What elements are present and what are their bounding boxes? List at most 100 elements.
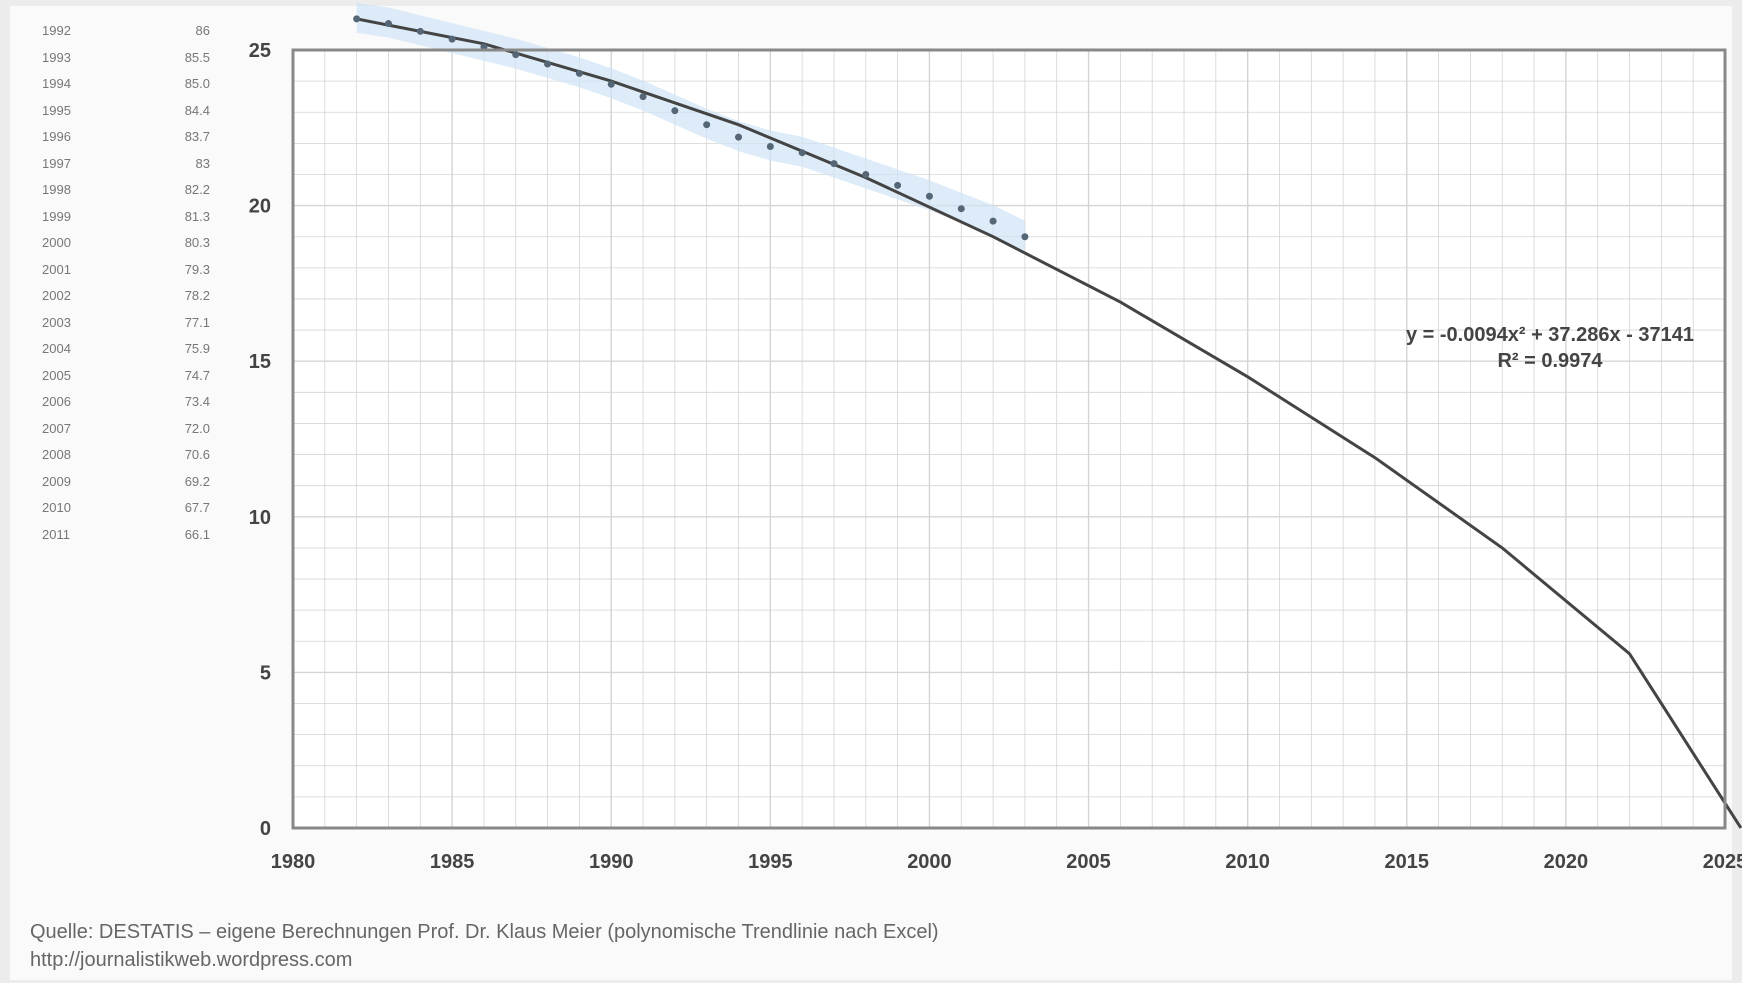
- table-value: 86: [195, 23, 210, 38]
- table-value: 75.9: [184, 341, 210, 356]
- data-point: [894, 181, 902, 189]
- data-point: [607, 80, 615, 88]
- table-value: 85.0: [184, 76, 210, 91]
- plot-frame: [291, 48, 1727, 830]
- table-year: 2010: [42, 500, 71, 515]
- table-value: 84.4: [184, 102, 210, 118]
- table-row: 1993 85.5: [30, 45, 210, 72]
- table-value: 72.0: [184, 420, 210, 436]
- equation-line-1: y = -0.0094x² + 37.286x - 37141: [1405, 324, 1694, 346]
- table-year: 1992: [42, 23, 71, 38]
- table-year: 2003: [42, 314, 71, 330]
- x-tick-label: 1990: [589, 851, 634, 873]
- table-year: 2011: [42, 526, 70, 542]
- data-point: [384, 20, 392, 28]
- table-row: 1995 84.4: [30, 98, 210, 125]
- data-point: [544, 60, 552, 68]
- table-row: 1997 83: [30, 151, 210, 178]
- table-row: 2008 70.6: [30, 442, 210, 469]
- x-tick-label: 2010: [1225, 851, 1270, 873]
- table-row: 2001 79.3: [30, 257, 210, 284]
- table-year: 2006: [42, 394, 71, 409]
- table-row: 2002 78.2: [30, 283, 210, 310]
- table-year: 1996: [42, 129, 71, 144]
- data-point: [416, 27, 424, 35]
- source-note: Quelle: DESTATIS – eigene Berechnungen P…: [30, 918, 939, 974]
- x-tick-label: 2025: [1703, 851, 1742, 873]
- table-row: 2007 72.0: [30, 416, 210, 443]
- y-tick-label: 0: [260, 818, 271, 840]
- table-year: 1999: [42, 208, 71, 224]
- x-tick-label: 1980: [271, 851, 316, 873]
- y-tick-label: 5: [260, 662, 271, 684]
- table-value: 74.7: [184, 367, 210, 383]
- table-year: 1997: [42, 155, 71, 171]
- data-point: [830, 160, 838, 168]
- plot-area: [293, 50, 1725, 828]
- table-year: 1995: [42, 102, 71, 118]
- data-point: [575, 69, 583, 77]
- y-tick-label: 20: [249, 196, 271, 218]
- y-tick-label: 15: [249, 351, 271, 373]
- table-row: 2011 66.1: [30, 522, 210, 549]
- x-tick-label: 2015: [1385, 851, 1430, 873]
- source-line-1: Quelle: DESTATIS – eigene Berechnungen P…: [30, 921, 939, 943]
- table-year: 2007: [42, 420, 71, 436]
- data-point: [957, 205, 965, 213]
- table-row: 2005 74.7: [30, 363, 210, 390]
- table-row: 1998 82.2: [30, 177, 210, 204]
- data-point: [703, 121, 711, 129]
- table-year: 2005: [42, 367, 71, 383]
- trendline-equation: y = -0.0094x² + 37.286x - 37141 R² = 0.9…: [1385, 322, 1715, 374]
- table-value: 85.5: [184, 49, 210, 65]
- x-tick-label: 1985: [430, 851, 475, 873]
- table-value: 79.3: [184, 261, 210, 277]
- data-point: [735, 133, 743, 141]
- table-row: 1994 85.0: [30, 71, 210, 98]
- table-value: 81.3: [184, 208, 210, 224]
- table-year: 1998: [42, 182, 71, 197]
- table-year: 2001: [42, 261, 71, 277]
- data-point: [925, 192, 933, 200]
- data-point: [862, 170, 870, 178]
- source-link[interactable]: http://journalistikweb.wordpress.com: [30, 949, 353, 971]
- y-tick-label: 10: [249, 507, 271, 529]
- data-point: [512, 51, 520, 59]
- data-table: 1992 86 1993 85.5 1994 85.0 1995 84.4 1996 83.7 19…: [30, 18, 210, 548]
- data-point: [766, 142, 774, 150]
- table-value: 77.1: [184, 314, 210, 330]
- table-value: 66.1: [184, 526, 210, 542]
- table-row: 1992 86: [30, 18, 210, 45]
- y-tick-label: 25: [249, 40, 271, 62]
- table-value: 82.2: [184, 182, 210, 197]
- table-year: 2002: [42, 288, 71, 303]
- table-row: 2009 69.2: [30, 469, 210, 496]
- table-value: 83: [195, 155, 210, 171]
- data-point: [989, 217, 997, 225]
- table-year: 1993: [42, 49, 71, 65]
- table-row: 2003 77.1: [30, 310, 210, 337]
- equation-line-2: R² = 0.9974: [1497, 350, 1603, 372]
- table-value: 83.7: [184, 129, 210, 144]
- table-value: 78.2: [184, 288, 210, 303]
- table-value: 70.6: [184, 447, 210, 462]
- x-tick-label: 2020: [1544, 851, 1589, 873]
- table-row: 1999 81.3: [30, 204, 210, 231]
- data-point: [1021, 233, 1029, 241]
- table-row: 2010 67.7: [30, 495, 210, 522]
- trendline: [356, 17, 1742, 829]
- x-tick-label: 2005: [1066, 851, 1111, 873]
- x-tick-label: 1995: [748, 851, 793, 873]
- data-point: [448, 35, 456, 43]
- data-point: [671, 107, 679, 115]
- table-year: 2009: [42, 473, 71, 489]
- table-row: 2006 73.4: [30, 389, 210, 416]
- table-year: 2000: [42, 235, 71, 250]
- table-year: 2004: [42, 341, 71, 356]
- table-value: 69.2: [184, 473, 210, 489]
- table-year: 1994: [42, 76, 71, 91]
- data-point: [639, 93, 647, 101]
- data-highlight: [356, 2, 1025, 251]
- table-row: 2000 80.3: [30, 230, 210, 257]
